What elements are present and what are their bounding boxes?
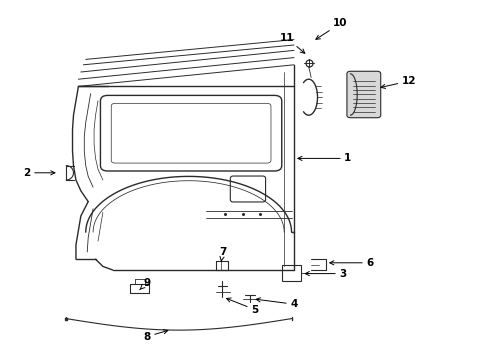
Text: 7: 7: [219, 247, 227, 261]
Text: 1: 1: [298, 153, 351, 163]
Text: 10: 10: [316, 18, 348, 39]
Text: 11: 11: [279, 33, 305, 53]
Text: 12: 12: [381, 76, 416, 89]
Text: 3: 3: [305, 269, 346, 279]
Text: 8: 8: [144, 330, 168, 342]
Bar: [282, 265, 301, 281]
Text: 2: 2: [24, 168, 55, 178]
Text: 4: 4: [256, 298, 298, 309]
Text: 9: 9: [140, 278, 150, 290]
FancyBboxPatch shape: [347, 71, 381, 118]
Text: 6: 6: [330, 258, 373, 268]
Text: 5: 5: [226, 298, 258, 315]
